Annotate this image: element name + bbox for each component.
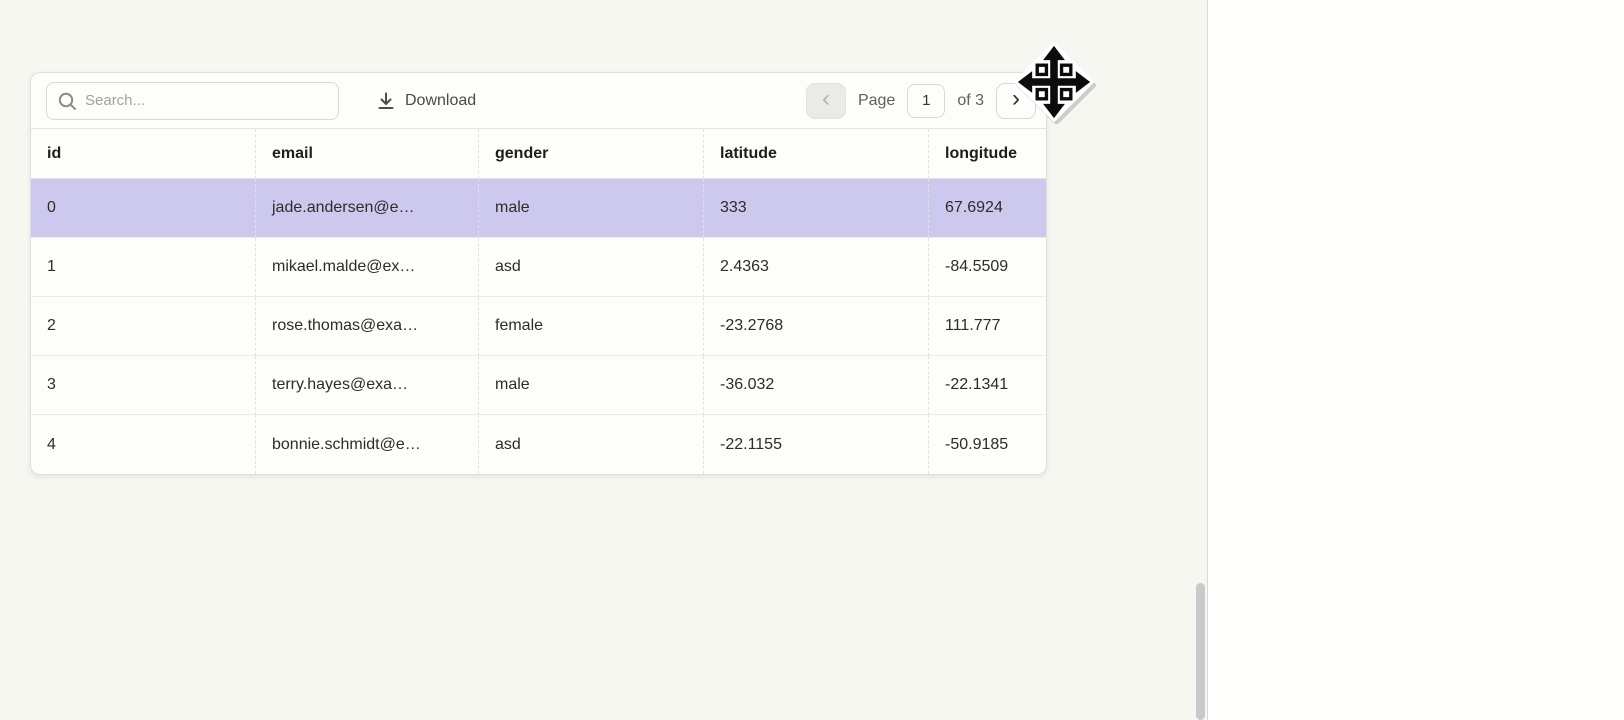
- column-header-email: email: [256, 129, 479, 179]
- cell-id: 0: [31, 179, 256, 238]
- cell-gender: asd: [479, 415, 704, 474]
- download-button[interactable]: Download: [376, 91, 476, 111]
- column-header-latitude: latitude: [704, 129, 929, 179]
- cell-email: mikael.malde@ex…: [256, 238, 479, 297]
- cell-email: jade.andersen@e…: [256, 179, 479, 238]
- cell-latitude: -36.032: [704, 356, 929, 415]
- download-icon: [378, 92, 394, 109]
- right-panel: [1207, 0, 1624, 720]
- cell-gender: asd: [479, 238, 704, 297]
- table-row[interactable]: 3 terry.hayes@exa… male -36.032 -22.1341: [31, 356, 1046, 415]
- search-input-wrapper: [46, 81, 339, 120]
- page-number-input[interactable]: [907, 83, 946, 118]
- chevron-right-icon: ›: [1012, 85, 1020, 112]
- table-header: id email gender latitude longitude: [31, 129, 1046, 179]
- cell-email: bonnie.schmidt@e…: [256, 415, 479, 474]
- header-row: id email gender latitude longitude: [31, 129, 1046, 179]
- cell-id: 2: [31, 297, 256, 356]
- next-page-button[interactable]: ›: [996, 82, 1036, 119]
- cell-latitude: 333: [704, 179, 929, 238]
- cell-email: terry.hayes@exa…: [256, 356, 479, 415]
- cell-gender: female: [479, 297, 704, 356]
- data-table-card: Download ‹ Page of 3 › id: [30, 72, 1047, 475]
- page-total-label: of 3: [957, 91, 984, 109]
- cell-latitude: 2.4363: [704, 238, 929, 297]
- cell-id: 3: [31, 356, 256, 415]
- cell-longitude: -84.5509: [929, 238, 1046, 297]
- vertical-scrollbar-thumb[interactable]: [1196, 583, 1205, 720]
- table-row[interactable]: 0 jade.andersen@e… male 333 67.6924: [31, 179, 1046, 238]
- cell-longitude: 67.6924: [929, 179, 1046, 238]
- cell-latitude: -23.2768: [704, 297, 929, 356]
- page-label: Page: [857, 91, 896, 109]
- pagination: ‹ Page of 3 ›: [805, 82, 1036, 119]
- cell-gender: male: [479, 179, 704, 238]
- chevron-left-icon: ‹: [821, 85, 830, 112]
- cell-email: rose.thomas@exa…: [256, 297, 479, 356]
- column-header-id: id: [31, 129, 256, 179]
- table-toolbar: Download ‹ Page of 3 ›: [31, 73, 1046, 129]
- column-header-longitude: longitude: [929, 129, 1046, 179]
- table-row[interactable]: 4 bonnie.schmidt@e… asd -22.1155 -50.9185: [31, 415, 1046, 474]
- cell-longitude: -22.1341: [929, 356, 1046, 415]
- download-label: Download: [405, 91, 477, 109]
- table-row[interactable]: 1 mikael.malde@ex… asd 2.4363 -84.5509: [31, 238, 1046, 297]
- prev-page-button[interactable]: ‹: [805, 82, 846, 119]
- cell-longitude: 111.777: [929, 297, 1046, 356]
- main-content-area: Download ‹ Page of 3 › id: [0, 0, 1207, 720]
- cell-latitude: -22.1155: [704, 415, 929, 474]
- table-row[interactable]: 2 rose.thomas@exa… female -23.2768 111.777: [31, 297, 1046, 356]
- data-table: id email gender latitude longitude 0 jade…: [31, 129, 1046, 474]
- cell-id: 4: [31, 415, 256, 474]
- cell-gender: male: [479, 356, 704, 415]
- table-body: 0 jade.andersen@e… male 333 67.6924 1 mikael.m…: [31, 179, 1046, 474]
- cell-longitude: -50.9185: [945, 435, 1009, 453]
- column-header-gender: gender: [479, 129, 704, 179]
- search-input[interactable]: [46, 81, 339, 120]
- cell-id: 1: [31, 238, 256, 297]
